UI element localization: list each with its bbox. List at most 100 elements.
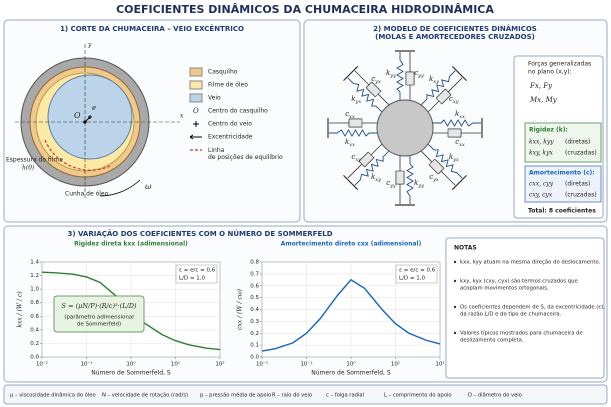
damper-body <box>348 118 363 128</box>
forces: Fx, Fy <box>529 82 553 90</box>
spring-damper <box>420 143 467 190</box>
spring <box>406 156 414 204</box>
footer-item: N – velocidade de rotação (rad/s) <box>102 393 188 399</box>
coef-label: kxx <box>345 138 355 148</box>
y-tick-label: 0.2 <box>250 331 259 337</box>
panel-heading: 1) CORTE DA CHUMACEIRA – VEIO EXCÊNTRICO <box>60 24 244 33</box>
spring <box>396 52 404 100</box>
coef-symbol: k <box>345 138 349 146</box>
rotation-arrow <box>99 179 141 197</box>
legend-label: Casquilho <box>208 69 238 76</box>
y-tick-label: 0.6 <box>250 283 259 289</box>
coef-label: kyx <box>449 153 459 163</box>
coef-label: kyy <box>414 179 424 189</box>
footer-item: μ – viscosidade dinâmica do óleo <box>10 392 96 399</box>
damping-box <box>524 165 602 203</box>
note: acoplam movimentos ortogonais. <box>460 286 549 292</box>
coef-symbol: k <box>386 69 390 77</box>
note: kxy, kyx (cxy, cyx) são termos cruzados … <box>460 279 578 285</box>
coef-label: cyx <box>371 75 381 85</box>
omega-label: ω <box>145 182 152 191</box>
plot-title: Amortecimento direto cxx (adimensional) <box>281 241 422 248</box>
y-tick-label: 0.6 <box>30 314 39 320</box>
coef-subscript: yy <box>417 183 424 189</box>
legend-label: Centro do veio <box>208 121 252 128</box>
y-tick-label: 0.5 <box>250 295 259 301</box>
y-tick-label: 0.4 <box>250 307 259 313</box>
bearing <box>15 44 180 200</box>
x-tick-label: 10² <box>435 361 444 368</box>
coef-symbol: c <box>414 69 418 77</box>
plot-title: Rigidez direta kxx (adimensional) <box>74 241 188 248</box>
coef-symbol: k <box>414 179 418 187</box>
legend-label: Veio <box>208 95 221 102</box>
coef-symbol: c <box>351 153 355 161</box>
spring-damper <box>343 66 390 113</box>
coef-label: kxy <box>429 75 439 85</box>
damping-terms: cxx, cyy <box>529 181 554 188</box>
damper-body <box>435 88 452 105</box>
ground <box>451 66 467 82</box>
legend-label: Filme de óleo <box>208 82 248 89</box>
coef-subscript: yx <box>432 176 439 182</box>
note: Valores típicos mostrados para chumaceir… <box>460 330 583 337</box>
spring-damper <box>343 143 390 190</box>
stiffness-title: Rigidez (k): <box>529 127 568 134</box>
forces: Mx, My <box>529 96 558 104</box>
legend-label: Centro do casquilho <box>208 108 268 115</box>
coef-subscript: xx <box>349 142 355 148</box>
x-tick-label: 10⁰ <box>346 361 356 368</box>
damper-body <box>358 151 375 168</box>
spring-damper <box>395 156 415 206</box>
coef-label: cyx <box>429 173 439 183</box>
x-tick-label: 10⁻¹ <box>80 361 92 368</box>
legend-label: Linha <box>208 147 225 154</box>
note: Os coeficientes dependem de S, da excent… <box>460 305 605 311</box>
coef-symbol: k <box>449 153 453 161</box>
x-axis-label: Número de Sommerfeld, S <box>311 370 391 377</box>
spring-damper <box>433 118 483 138</box>
y-tick-label: 0.1 <box>250 343 259 349</box>
stiffness-kind: (cruzadas) <box>565 150 597 157</box>
coef-label: kyx <box>351 95 361 105</box>
spring <box>354 151 390 186</box>
legend-swatch <box>189 93 203 103</box>
y-tick-label: 0.3 <box>250 319 259 325</box>
damping-title: Amortecimento (c): <box>529 170 595 177</box>
param-box <box>175 264 218 284</box>
coef-subscript: xy <box>453 99 459 105</box>
bullet <box>453 331 457 335</box>
legend-label: Excentricidade <box>208 134 253 141</box>
x-tick-label: 10¹ <box>171 361 180 368</box>
bullet <box>453 260 457 264</box>
ecc-label: e <box>92 104 96 112</box>
total: Total: 8 coeficientes <box>528 208 596 215</box>
coef-label: cxx <box>345 110 355 120</box>
footer-item: L – comprimento do apoio <box>384 393 452 399</box>
formula: S = (μN/P)·(R/c)²·(L/D) <box>62 302 137 310</box>
damper-body <box>447 128 462 138</box>
footer-item: D – diâmetro do veio <box>468 392 522 399</box>
y-tick-label: 0.0 <box>30 355 39 361</box>
ground <box>451 174 467 190</box>
stiffness-terms: kxy, kyx <box>529 150 553 157</box>
footer-item: R – raio do veio <box>272 393 312 399</box>
spring-damper <box>395 50 415 100</box>
coef-label: cyy <box>414 69 424 79</box>
spring-damper <box>327 118 377 138</box>
legend-symbol: O <box>193 107 199 115</box>
y-tick-label: 0.2 <box>30 341 39 347</box>
stiffness-box <box>524 122 602 163</box>
footer-item: p – pressão média de apoio <box>200 392 271 399</box>
stiffness-kind: (diretas) <box>565 139 590 146</box>
y-tick-label: 1.4 <box>30 260 39 266</box>
spring <box>433 119 481 127</box>
coef-symbol: k <box>371 173 375 181</box>
footer <box>3 384 608 405</box>
coef-symbol: k <box>351 95 355 103</box>
spring <box>428 143 463 179</box>
y-tick-label: 0.4 <box>30 327 39 333</box>
spring <box>420 70 456 105</box>
coef-label: cxy <box>449 95 459 105</box>
